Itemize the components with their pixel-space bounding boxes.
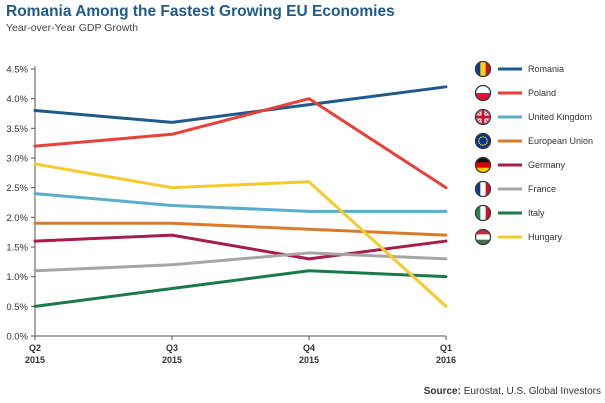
legend-label: Italy bbox=[528, 208, 545, 218]
legend-label: Germany bbox=[528, 160, 566, 170]
y-tick-label: 0.0% bbox=[6, 332, 28, 343]
eu-flag-icon bbox=[474, 132, 492, 150]
x-tick-label-year: 2015 bbox=[25, 355, 45, 365]
y-tick-label: 3.5% bbox=[6, 124, 28, 135]
y-tick-label: 3.0% bbox=[6, 154, 28, 165]
source-note: Source: Eurostat, U.S. Global Investors bbox=[424, 386, 601, 397]
source-label: Source: bbox=[423, 386, 461, 397]
y-tick-label: 0.5% bbox=[6, 302, 28, 313]
uk-flag-icon bbox=[474, 108, 492, 126]
x-tick-label-year: 2015 bbox=[162, 355, 182, 365]
x-tick-label: Q2 bbox=[29, 343, 41, 353]
legend-label: France bbox=[528, 184, 556, 194]
y-tick-label: 4.5% bbox=[6, 65, 28, 76]
x-tick-label: Q4 bbox=[303, 343, 315, 353]
chart-title: Romania Among the Fastest Growing EU Eco… bbox=[6, 3, 395, 20]
legend-item-european-union: European Union bbox=[474, 132, 593, 150]
series-line-european-union bbox=[33, 221, 448, 237]
legend-item-france: France bbox=[474, 180, 556, 198]
series-line-italy bbox=[33, 269, 448, 308]
y-tick-label: 1.5% bbox=[6, 243, 28, 254]
chart-subtitle: Year-over-Year GDP Growth bbox=[6, 22, 139, 34]
plot-area: 0.0% 0.5% 1.0% 1.5% 2.0% 2.5% 3.0% 3.5% 4.0% 4.5%… bbox=[6, 65, 456, 366]
hungary-flag-icon bbox=[474, 228, 492, 246]
y-tick-label: 1.0% bbox=[6, 272, 28, 283]
x-tick-label-year: 2015 bbox=[299, 355, 319, 365]
series-line-united-kingdom bbox=[33, 192, 448, 213]
legend-label: Poland bbox=[528, 88, 556, 98]
y-tick-label: 2.0% bbox=[6, 213, 28, 224]
legend-item-hungary: Hungary bbox=[474, 228, 563, 246]
series-line-france bbox=[33, 251, 448, 273]
legend-label: United Kingdom bbox=[528, 112, 592, 122]
legend-item-romania: Romania bbox=[474, 60, 564, 78]
france-flag-icon bbox=[474, 180, 492, 198]
y-tick-label: 2.5% bbox=[6, 183, 28, 194]
legend: Romania Poland United Kingdom European Unio… bbox=[474, 60, 593, 246]
legend-item-poland: Poland bbox=[474, 84, 556, 102]
legend-item-united-kingdom: United Kingdom bbox=[474, 108, 592, 126]
legend-item-germany: Germany bbox=[474, 156, 566, 174]
poland-flag-icon bbox=[474, 84, 492, 102]
legend-label: European Union bbox=[528, 136, 593, 146]
germany-flag-icon bbox=[474, 156, 492, 174]
romania-flag-icon bbox=[474, 60, 492, 78]
italy-flag-icon bbox=[474, 204, 492, 222]
x-tick-label-year: 2016 bbox=[436, 355, 456, 365]
x-tick-label: Q3 bbox=[166, 343, 178, 353]
legend-item-italy: Italy bbox=[474, 204, 545, 222]
series-line-poland bbox=[33, 97, 448, 190]
series-line-hungary bbox=[33, 162, 448, 308]
series-line-romania bbox=[33, 85, 448, 124]
series-line-germany bbox=[33, 233, 448, 261]
legend-label: Romania bbox=[528, 64, 564, 74]
y-tick-label: 4.0% bbox=[6, 94, 28, 105]
x-tick-label: Q1 bbox=[440, 343, 452, 353]
source-text: Eurostat, U.S. Global Investors bbox=[463, 386, 601, 397]
legend-label: Hungary bbox=[528, 232, 563, 242]
